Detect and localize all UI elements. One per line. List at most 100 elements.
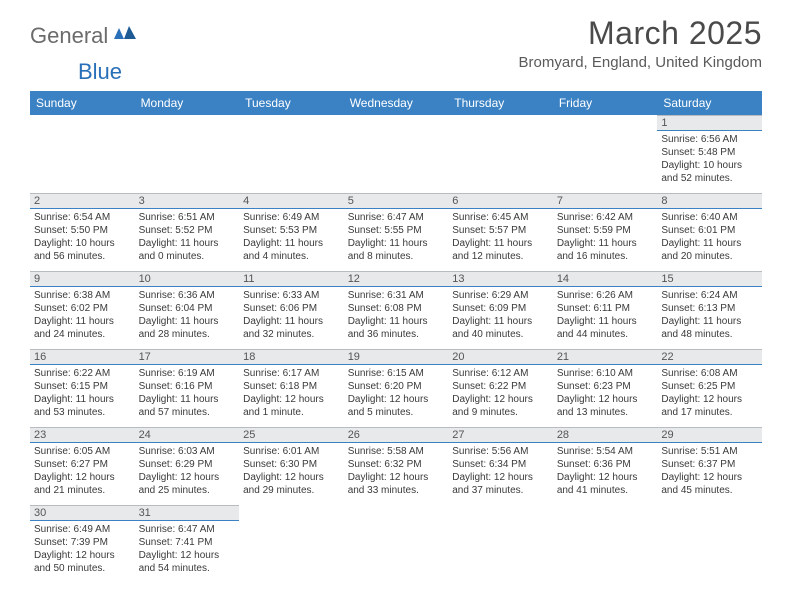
- sunset-text: Sunset: 6:16 PM: [139, 380, 236, 393]
- weekday-header: Tuesday: [239, 91, 344, 115]
- calendar-day-cell: [344, 505, 449, 583]
- sunrise-text: Sunrise: 6:47 AM: [348, 211, 445, 224]
- day-number: 31: [135, 505, 240, 521]
- daylight-text: Daylight: 12 hours and 25 minutes.: [139, 471, 236, 497]
- calendar-day-cell: [657, 505, 762, 583]
- calendar-day-cell: 25Sunrise: 6:01 AMSunset: 6:30 PMDayligh…: [239, 427, 344, 505]
- calendar-day-cell: 15Sunrise: 6:24 AMSunset: 6:13 PMDayligh…: [657, 271, 762, 349]
- calendar-day-cell: 21Sunrise: 6:10 AMSunset: 6:23 PMDayligh…: [553, 349, 658, 427]
- weekday-header: Thursday: [448, 91, 553, 115]
- calendar-day-cell: 5Sunrise: 6:47 AMSunset: 5:55 PMDaylight…: [344, 193, 449, 271]
- calendar-day-cell: 24Sunrise: 6:03 AMSunset: 6:29 PMDayligh…: [135, 427, 240, 505]
- day-details: Sunrise: 6:17 AMSunset: 6:18 PMDaylight:…: [239, 365, 344, 423]
- sunset-text: Sunset: 6:18 PM: [243, 380, 340, 393]
- sunrise-text: Sunrise: 6:49 AM: [34, 523, 131, 536]
- calendar-day-cell: 4Sunrise: 6:49 AMSunset: 5:53 PMDaylight…: [239, 193, 344, 271]
- day-details: Sunrise: 6:47 AMSunset: 5:55 PMDaylight:…: [344, 209, 449, 267]
- sunrise-text: Sunrise: 5:54 AM: [557, 445, 654, 458]
- day-number: 17: [135, 349, 240, 365]
- day-number: 18: [239, 349, 344, 365]
- day-details: Sunrise: 6:15 AMSunset: 6:20 PMDaylight:…: [344, 365, 449, 423]
- day-number: 26: [344, 427, 449, 443]
- sunrise-text: Sunrise: 6:42 AM: [557, 211, 654, 224]
- sunrise-text: Sunrise: 6:17 AM: [243, 367, 340, 380]
- day-number: 6: [448, 193, 553, 209]
- sunset-text: Sunset: 5:59 PM: [557, 224, 654, 237]
- day-number: 22: [657, 349, 762, 365]
- daylight-text: Daylight: 11 hours and 40 minutes.: [452, 315, 549, 341]
- day-details: Sunrise: 6:36 AMSunset: 6:04 PMDaylight:…: [135, 287, 240, 345]
- sunset-text: Sunset: 6:27 PM: [34, 458, 131, 471]
- sunset-text: Sunset: 6:11 PM: [557, 302, 654, 315]
- calendar-day-cell: 23Sunrise: 6:05 AMSunset: 6:27 PMDayligh…: [30, 427, 135, 505]
- sunset-text: Sunset: 6:04 PM: [139, 302, 236, 315]
- calendar-day-cell: 6Sunrise: 6:45 AMSunset: 5:57 PMDaylight…: [448, 193, 553, 271]
- sunrise-text: Sunrise: 6:05 AM: [34, 445, 131, 458]
- daylight-text: Daylight: 10 hours and 56 minutes.: [34, 237, 131, 263]
- calendar-day-cell: [239, 115, 344, 193]
- calendar-week-row: 16Sunrise: 6:22 AMSunset: 6:15 PMDayligh…: [30, 349, 762, 427]
- calendar-day-cell: [553, 115, 658, 193]
- daylight-text: Daylight: 12 hours and 50 minutes.: [34, 549, 131, 575]
- calendar-day-cell: 13Sunrise: 6:29 AMSunset: 6:09 PMDayligh…: [448, 271, 553, 349]
- day-details: Sunrise: 6:33 AMSunset: 6:06 PMDaylight:…: [239, 287, 344, 345]
- day-details: Sunrise: 6:49 AMSunset: 7:39 PMDaylight:…: [30, 521, 135, 579]
- page-title: March 2025: [519, 15, 762, 52]
- daylight-text: Daylight: 12 hours and 41 minutes.: [557, 471, 654, 497]
- logo-text-1: General: [30, 23, 108, 49]
- calendar-day-cell: 22Sunrise: 6:08 AMSunset: 6:25 PMDayligh…: [657, 349, 762, 427]
- daylight-text: Daylight: 12 hours and 29 minutes.: [243, 471, 340, 497]
- sunset-text: Sunset: 6:15 PM: [34, 380, 131, 393]
- day-number: 21: [553, 349, 658, 365]
- daylight-text: Daylight: 11 hours and 24 minutes.: [34, 315, 131, 341]
- day-number: 25: [239, 427, 344, 443]
- daylight-text: Daylight: 12 hours and 1 minute.: [243, 393, 340, 419]
- day-number: 14: [553, 271, 658, 287]
- sunset-text: Sunset: 7:39 PM: [34, 536, 131, 549]
- day-details: Sunrise: 6:40 AMSunset: 6:01 PMDaylight:…: [657, 209, 762, 267]
- calendar-week-row: 2Sunrise: 6:54 AMSunset: 5:50 PMDaylight…: [30, 193, 762, 271]
- calendar-day-cell: 28Sunrise: 5:54 AMSunset: 6:36 PMDayligh…: [553, 427, 658, 505]
- weekday-header-row: Sunday Monday Tuesday Wednesday Thursday…: [30, 91, 762, 115]
- day-details: Sunrise: 6:56 AMSunset: 5:48 PMDaylight:…: [657, 131, 762, 189]
- sunrise-text: Sunrise: 6:51 AM: [139, 211, 236, 224]
- day-details: Sunrise: 6:45 AMSunset: 5:57 PMDaylight:…: [448, 209, 553, 267]
- calendar-day-cell: 26Sunrise: 5:58 AMSunset: 6:32 PMDayligh…: [344, 427, 449, 505]
- calendar-day-cell: [344, 115, 449, 193]
- calendar-week-row: 23Sunrise: 6:05 AMSunset: 6:27 PMDayligh…: [30, 427, 762, 505]
- calendar-week-row: 1Sunrise: 6:56 AMSunset: 5:48 PMDaylight…: [30, 115, 762, 193]
- calendar-week-row: 30Sunrise: 6:49 AMSunset: 7:39 PMDayligh…: [30, 505, 762, 583]
- sunset-text: Sunset: 7:41 PM: [139, 536, 236, 549]
- calendar-day-cell: 30Sunrise: 6:49 AMSunset: 7:39 PMDayligh…: [30, 505, 135, 583]
- calendar-day-cell: 27Sunrise: 5:56 AMSunset: 6:34 PMDayligh…: [448, 427, 553, 505]
- day-details: Sunrise: 6:12 AMSunset: 6:22 PMDaylight:…: [448, 365, 553, 423]
- calendar-day-cell: [448, 505, 553, 583]
- day-number: 12: [344, 271, 449, 287]
- weekday-header: Saturday: [657, 91, 762, 115]
- sunset-text: Sunset: 5:50 PM: [34, 224, 131, 237]
- sunrise-text: Sunrise: 6:26 AM: [557, 289, 654, 302]
- day-number: 11: [239, 271, 344, 287]
- sunrise-text: Sunrise: 6:38 AM: [34, 289, 131, 302]
- day-details: Sunrise: 6:54 AMSunset: 5:50 PMDaylight:…: [30, 209, 135, 267]
- daylight-text: Daylight: 11 hours and 8 minutes.: [348, 237, 445, 263]
- sunrise-text: Sunrise: 6:19 AM: [139, 367, 236, 380]
- sunset-text: Sunset: 6:25 PM: [661, 380, 758, 393]
- day-number: 8: [657, 193, 762, 209]
- logo-text-2: Blue: [78, 59, 122, 85]
- day-number: 20: [448, 349, 553, 365]
- calendar-day-cell: 10Sunrise: 6:36 AMSunset: 6:04 PMDayligh…: [135, 271, 240, 349]
- sunset-text: Sunset: 6:36 PM: [557, 458, 654, 471]
- calendar-day-cell: [553, 505, 658, 583]
- daylight-text: Daylight: 12 hours and 45 minutes.: [661, 471, 758, 497]
- day-number: 4: [239, 193, 344, 209]
- daylight-text: Daylight: 11 hours and 16 minutes.: [557, 237, 654, 263]
- daylight-text: Daylight: 11 hours and 4 minutes.: [243, 237, 340, 263]
- daylight-text: Daylight: 12 hours and 5 minutes.: [348, 393, 445, 419]
- day-details: Sunrise: 6:22 AMSunset: 6:15 PMDaylight:…: [30, 365, 135, 423]
- day-details: Sunrise: 6:10 AMSunset: 6:23 PMDaylight:…: [553, 365, 658, 423]
- sunrise-text: Sunrise: 6:54 AM: [34, 211, 131, 224]
- daylight-text: Daylight: 12 hours and 13 minutes.: [557, 393, 654, 419]
- calendar-day-cell: 18Sunrise: 6:17 AMSunset: 6:18 PMDayligh…: [239, 349, 344, 427]
- day-details: Sunrise: 6:03 AMSunset: 6:29 PMDaylight:…: [135, 443, 240, 501]
